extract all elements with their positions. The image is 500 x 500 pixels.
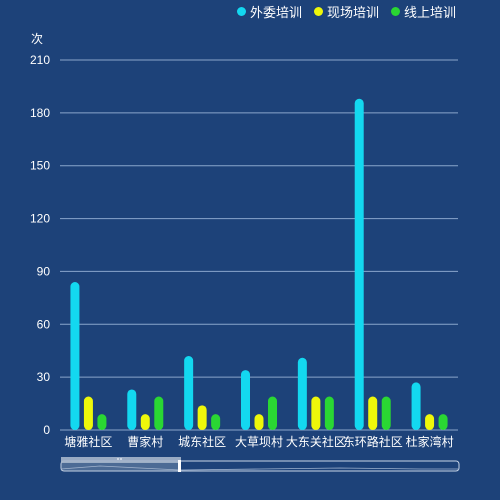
bar[interactable]: [268, 396, 277, 430]
x-tick-label: 东环路社区: [343, 434, 403, 449]
x-tick-label: 杜家湾村: [406, 434, 454, 449]
x-tick-label: 城东社区: [178, 434, 226, 449]
legend-marker-icon: [390, 7, 400, 16]
y-tick-label: 90: [37, 264, 51, 278]
x-tick-label: 大草坝村: [235, 435, 283, 449]
bar[interactable]: [297, 357, 307, 430]
y-tick-label: 150: [30, 159, 50, 173]
legend-label: 线上培训: [403, 5, 456, 20]
legend-item-online[interactable]: 线上培训: [390, 2, 456, 21]
x-tick-label: 大东关社区: [286, 434, 346, 449]
legend-item-outsourced[interactable]: 外委培训: [236, 2, 302, 21]
y-tick-label: 0: [43, 423, 50, 437]
bar[interactable]: [70, 282, 80, 430]
bar[interactable]: [197, 405, 207, 430]
y-tick-label: 120: [30, 212, 50, 226]
legend-label: 外委培训: [249, 5, 302, 20]
bar[interactable]: [425, 414, 435, 430]
y-axis-unit: 次: [31, 32, 44, 46]
bar[interactable]: [97, 414, 107, 430]
bar[interactable]: [354, 98, 364, 430]
bar[interactable]: [411, 382, 421, 430]
bar[interactable]: [83, 396, 93, 430]
legend: 外委培训 现场培训 线上培训: [236, 2, 456, 21]
bar[interactable]: [368, 396, 378, 430]
legend-marker-icon: [236, 7, 246, 16]
legend-label: 现场培训: [326, 5, 379, 20]
bar[interactable]: [254, 414, 264, 430]
zoom-slider-window[interactable]: [61, 461, 181, 471]
x-tick-label: 曹家村: [127, 434, 163, 449]
bar[interactable]: [211, 414, 221, 430]
y-tick-label: 180: [30, 106, 50, 120]
y-tick-label: 60: [37, 317, 51, 331]
y-tick-label: 30: [37, 370, 51, 384]
bar[interactable]: [381, 396, 391, 430]
bar[interactable]: [311, 396, 321, 430]
zoom-slider-shadow-line: [60, 465, 459, 471]
bar[interactable]: [438, 414, 448, 430]
legend-item-onsite[interactable]: 现场培训: [313, 2, 379, 21]
bar[interactable]: [140, 414, 150, 430]
zoom-slider-handle[interactable]: [178, 460, 181, 472]
y-tick-label: 210: [30, 53, 50, 67]
bar[interactable]: [127, 389, 137, 430]
bar[interactable]: [184, 356, 194, 430]
bar[interactable]: [154, 396, 164, 430]
legend-marker-icon: [313, 7, 323, 16]
bar[interactable]: [324, 396, 334, 430]
x-tick-label: 塘雅社区: [64, 434, 112, 449]
zoom-slider-track[interactable]: [60, 460, 460, 472]
bar[interactable]: [241, 370, 250, 430]
